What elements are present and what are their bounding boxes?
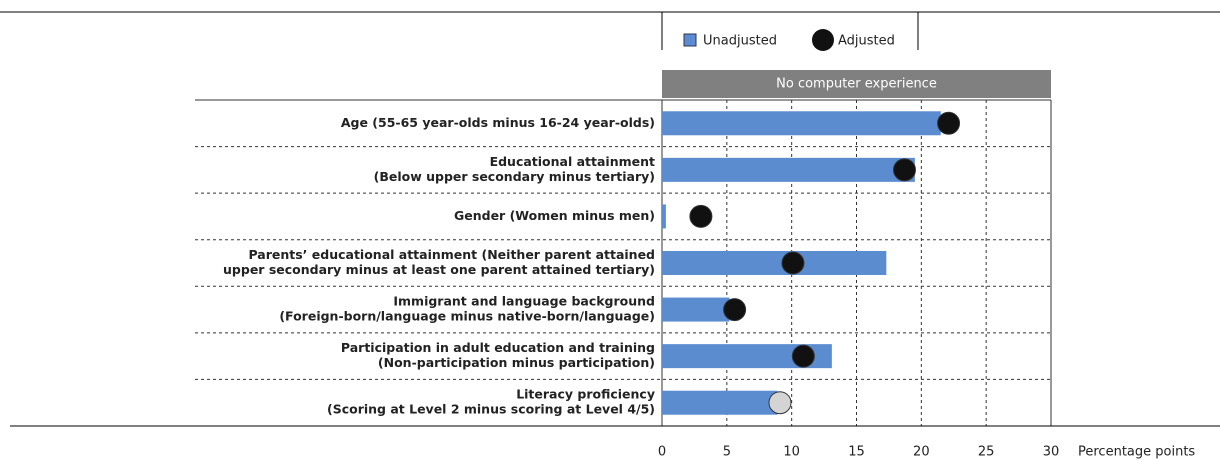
category-label: Age (55-65 year-olds minus 16-24 year-ol…	[341, 115, 655, 130]
x-tick-label: 5	[723, 445, 731, 460]
panel-title: No computer experience	[776, 77, 937, 92]
dot	[937, 111, 961, 135]
bar	[662, 390, 778, 415]
dot	[768, 391, 792, 415]
bar	[662, 157, 915, 182]
x-tick-label: 10	[783, 445, 800, 460]
bar	[662, 297, 730, 322]
dot	[723, 298, 747, 322]
legend-label: Adjusted	[838, 34, 895, 49]
category-label: (Non-participation minus participation)	[378, 355, 655, 370]
dot	[689, 204, 713, 228]
dot	[781, 251, 805, 275]
x-tick-label: 25	[978, 445, 995, 460]
bar	[662, 204, 666, 229]
legend-swatch	[683, 33, 697, 47]
x-tick-label: 0	[658, 445, 666, 460]
legend-swatch	[812, 29, 834, 51]
dot	[892, 158, 916, 182]
bar	[662, 111, 941, 136]
category-label: upper secondary minus at least one paren…	[223, 262, 655, 277]
x-tick-label: 20	[913, 445, 930, 460]
x-tick-label: 15	[848, 445, 865, 460]
category-label: Educational attainment	[490, 154, 655, 169]
panel-header	[662, 70, 1051, 98]
category-label: Literacy proficiency	[516, 387, 655, 402]
category-label: Gender (Women minus men)	[454, 208, 655, 223]
category-label: Parents’ educational attainment (Neither…	[248, 247, 655, 262]
x-tick-label: 30	[1043, 445, 1060, 460]
legend-label: Unadjusted	[703, 34, 777, 49]
dot	[791, 344, 815, 368]
category-label: (Foreign-born/language minus native-born…	[279, 309, 655, 324]
bar	[662, 251, 887, 275]
category-label: (Below upper secondary minus tertiary)	[374, 169, 655, 184]
category-label: Participation in adult education and tra…	[341, 340, 655, 355]
category-label: Immigrant and language background	[393, 294, 655, 309]
x-axis-label: Percentage points	[1078, 445, 1195, 460]
category-label: (Scoring at Level 2 minus scoring at Lev…	[327, 402, 655, 417]
